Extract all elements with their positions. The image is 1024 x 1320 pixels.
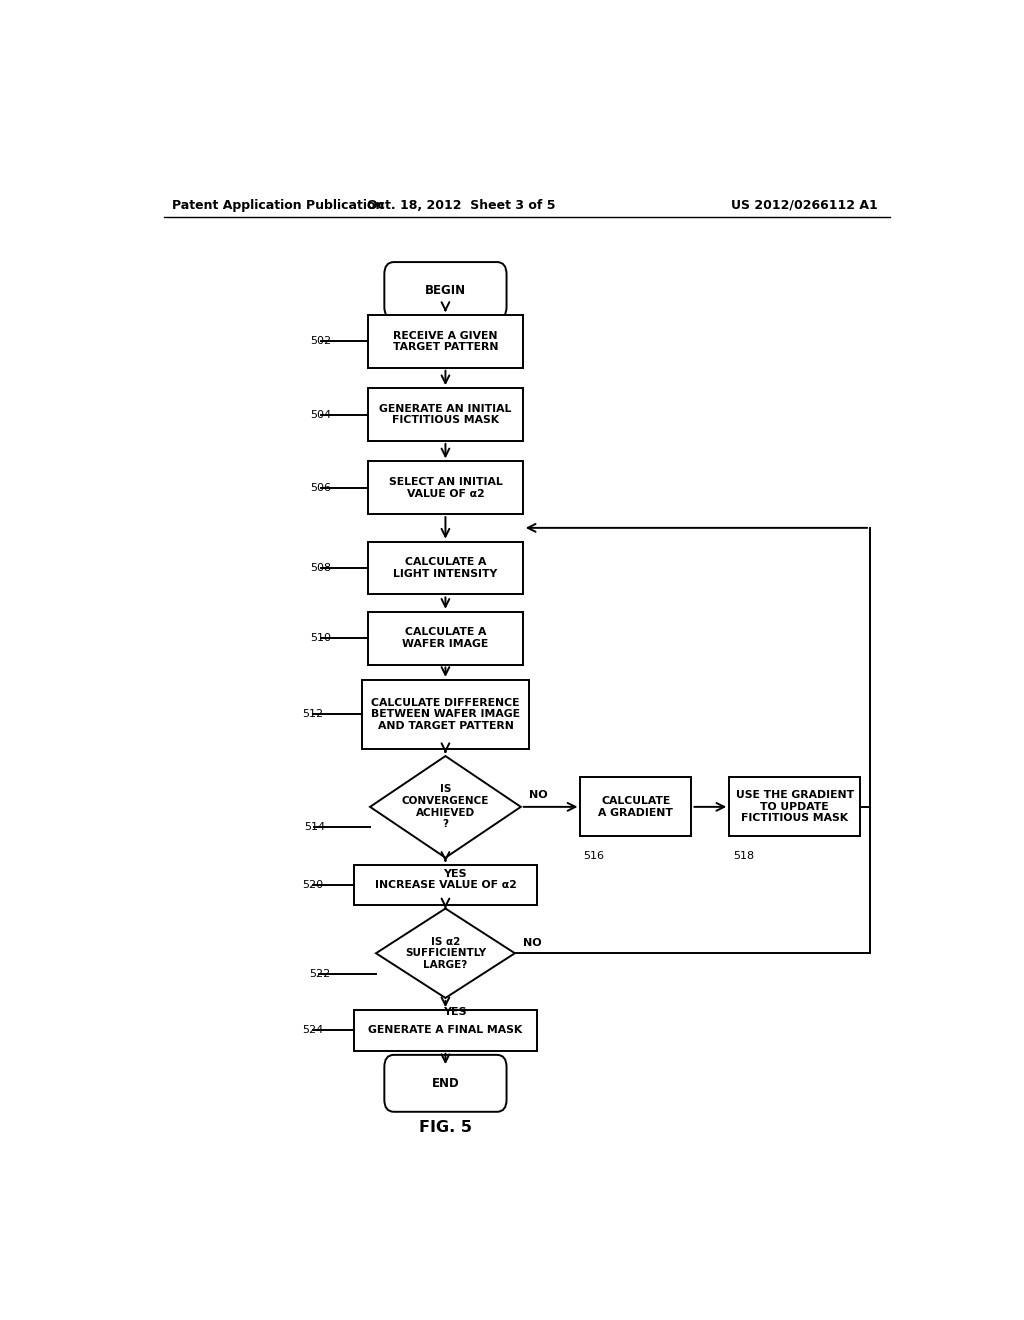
Polygon shape — [376, 908, 515, 998]
FancyBboxPatch shape — [368, 461, 523, 515]
FancyBboxPatch shape — [729, 777, 860, 837]
Text: 518: 518 — [733, 850, 755, 861]
Text: GENERATE A FINAL MASK: GENERATE A FINAL MASK — [369, 1026, 522, 1035]
Text: INCREASE VALUE OF α2: INCREASE VALUE OF α2 — [375, 880, 516, 890]
Text: NO: NO — [523, 939, 542, 948]
Text: CALCULATE A
WAFER IMAGE: CALCULATE A WAFER IMAGE — [402, 627, 488, 649]
Text: GENERATE AN INITIAL
FICTITIOUS MASK: GENERATE AN INITIAL FICTITIOUS MASK — [379, 404, 512, 425]
FancyBboxPatch shape — [368, 315, 523, 368]
FancyBboxPatch shape — [384, 1055, 507, 1111]
Text: YES: YES — [443, 1007, 467, 1018]
Text: BEGIN: BEGIN — [425, 284, 466, 297]
FancyBboxPatch shape — [368, 388, 523, 441]
Text: IS α2
SUFFICIENTLY
LARGE?: IS α2 SUFFICIENTLY LARGE? — [404, 937, 486, 970]
Text: Patent Application Publication: Patent Application Publication — [172, 198, 384, 211]
Text: CALCULATE
A GRADIENT: CALCULATE A GRADIENT — [598, 796, 674, 817]
Text: 506: 506 — [310, 483, 332, 492]
Text: 514: 514 — [304, 822, 326, 832]
FancyBboxPatch shape — [362, 680, 528, 748]
FancyBboxPatch shape — [384, 263, 507, 319]
FancyBboxPatch shape — [368, 611, 523, 664]
Text: 520: 520 — [303, 880, 324, 890]
Text: 504: 504 — [310, 409, 332, 420]
Text: Oct. 18, 2012  Sheet 3 of 5: Oct. 18, 2012 Sheet 3 of 5 — [367, 198, 556, 211]
FancyBboxPatch shape — [581, 777, 691, 837]
Text: US 2012/0266112 A1: US 2012/0266112 A1 — [731, 198, 878, 211]
Polygon shape — [370, 756, 521, 858]
FancyBboxPatch shape — [354, 865, 537, 906]
Text: 524: 524 — [303, 1026, 324, 1035]
Text: USE THE GRADIENT
TO UPDATE
FICTITIOUS MASK: USE THE GRADIENT TO UPDATE FICTITIOUS MA… — [735, 791, 854, 824]
Text: 510: 510 — [310, 634, 332, 643]
Text: 508: 508 — [310, 564, 332, 573]
FancyBboxPatch shape — [368, 541, 523, 594]
Text: RECEIVE A GIVEN
TARGET PATTERN: RECEIVE A GIVEN TARGET PATTERN — [392, 330, 499, 352]
Text: 512: 512 — [303, 709, 324, 719]
Text: IS
CONVERGENCE
ACHIEVED
?: IS CONVERGENCE ACHIEVED ? — [401, 784, 489, 829]
Text: FIG. 5: FIG. 5 — [419, 1119, 472, 1134]
Text: YES: YES — [443, 869, 467, 879]
Text: 502: 502 — [310, 337, 332, 346]
FancyBboxPatch shape — [354, 1010, 537, 1051]
Text: 516: 516 — [584, 850, 604, 861]
Text: NO: NO — [528, 789, 548, 800]
Text: 522: 522 — [309, 969, 330, 978]
Text: CALCULATE A
LIGHT INTENSITY: CALCULATE A LIGHT INTENSITY — [393, 557, 498, 578]
Text: SELECT AN INITIAL
VALUE OF α2: SELECT AN INITIAL VALUE OF α2 — [388, 477, 503, 499]
Text: CALCULATE DIFFERENCE
BETWEEN WAFER IMAGE
AND TARGET PATTERN: CALCULATE DIFFERENCE BETWEEN WAFER IMAGE… — [371, 698, 520, 731]
Text: END: END — [431, 1077, 460, 1090]
